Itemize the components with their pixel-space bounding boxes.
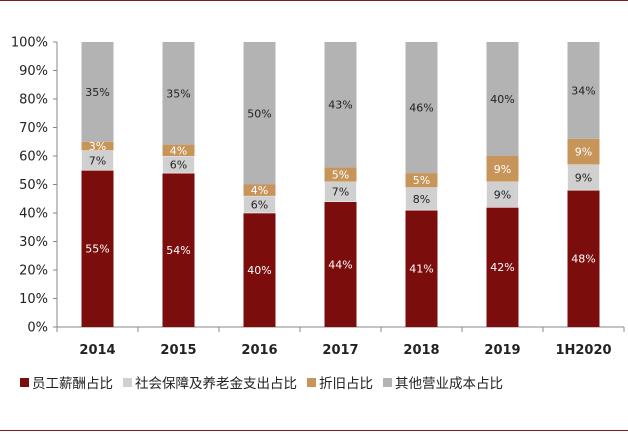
legend-swatch-0 — [20, 377, 29, 387]
bar-segment — [162, 42, 195, 145]
bar-segment — [81, 42, 114, 142]
x-tick-label: 2014 — [79, 343, 115, 358]
bar-segment — [243, 184, 276, 196]
legend-label-0: 员工薪酬占比 — [32, 376, 113, 392]
bar-segment — [243, 213, 276, 327]
data-label: 5% — [332, 169, 349, 182]
data-label: 54% — [166, 244, 190, 257]
legend-swatch-2 — [307, 377, 316, 387]
x-tick-label: 2019 — [484, 343, 520, 358]
data-label: 7% — [89, 154, 106, 167]
y-tick-label: 10% — [19, 292, 48, 307]
bar-segment — [324, 42, 357, 168]
data-label: 43% — [328, 99, 352, 112]
data-label: 35% — [85, 86, 109, 99]
legend-label-1: 社会保障及养老金支出占比 — [135, 376, 297, 392]
bar-segment — [567, 42, 600, 139]
data-label: 40% — [247, 264, 271, 277]
data-label: 40% — [490, 93, 514, 106]
y-tick-label: 40% — [19, 207, 48, 222]
data-label: 5% — [413, 174, 430, 187]
bar-segment — [324, 167, 357, 182]
data-label: 3% — [89, 140, 106, 153]
data-label: 6% — [251, 198, 268, 211]
data-label: 55% — [85, 243, 109, 256]
stacked-bar-chart: 0%10%20%30%40%50%60%70%80%90%100%55%7%3%… — [11, 36, 625, 358]
bar-segment — [486, 42, 519, 156]
bar-segment — [81, 141, 114, 151]
y-tick-label: 80% — [19, 93, 48, 108]
bottom-rule — [0, 430, 628, 431]
y-tick-label: 100% — [11, 36, 48, 51]
data-label: 9% — [575, 171, 592, 184]
bar-segment — [567, 190, 600, 327]
bar-segment — [486, 207, 519, 327]
x-tick-label: 2016 — [241, 343, 277, 358]
y-tick-label: 0% — [27, 321, 48, 336]
legend-item-1: 社会保障及养老金支出占比 — [123, 372, 297, 392]
bar-segment — [162, 173, 195, 327]
data-label: 44% — [328, 258, 352, 271]
bar-segment — [567, 138, 600, 165]
y-tick-label: 20% — [19, 264, 48, 279]
data-label: 46% — [409, 102, 433, 115]
x-tick-label: 2017 — [322, 343, 358, 358]
x-tick-label: 2015 — [160, 343, 196, 358]
legend-label-2: 折旧占比 — [319, 376, 373, 392]
data-label: 9% — [494, 188, 511, 201]
y-tick-label: 50% — [19, 178, 48, 193]
bar-segment — [405, 210, 438, 327]
y-tick-label: 60% — [19, 150, 48, 165]
legend: 员工薪酬占比 社会保障及养老金支出占比 折旧占比 其他营业成本占比 — [20, 372, 620, 392]
bar-segment — [162, 144, 195, 156]
top-rule — [0, 0, 628, 1]
legend-item-0: 员工薪酬占比 — [20, 372, 113, 392]
bar-segment — [243, 42, 276, 185]
y-tick-label: 70% — [19, 121, 48, 136]
bar-segment — [567, 164, 600, 191]
legend-swatch-3 — [383, 377, 392, 387]
data-label: 9% — [494, 163, 511, 176]
data-label: 7% — [332, 186, 349, 199]
bar-segment — [486, 156, 519, 182]
bar-segment — [405, 42, 438, 174]
bar-segment — [324, 201, 357, 327]
legend-item-2: 折旧占比 — [307, 372, 373, 392]
bar-segment — [405, 173, 438, 188]
legend-item-3: 其他营业成本占比 — [383, 372, 503, 392]
data-label: 41% — [409, 263, 433, 276]
y-tick-label: 90% — [19, 64, 48, 79]
x-tick-label: 1H2020 — [555, 343, 611, 358]
data-label: 42% — [490, 261, 514, 274]
data-label: 50% — [247, 107, 271, 120]
legend-swatch-1 — [123, 377, 132, 387]
data-label: 6% — [170, 159, 187, 172]
legend-label-3: 其他营业成本占比 — [395, 376, 503, 392]
bar-segment — [81, 170, 114, 327]
data-label: 4% — [251, 184, 268, 197]
x-tick-label: 2018 — [403, 343, 439, 358]
y-tick-label: 30% — [19, 235, 48, 250]
data-label: 9% — [575, 146, 592, 159]
data-label: 4% — [170, 144, 187, 157]
data-label: 35% — [166, 87, 190, 100]
data-label: 34% — [571, 84, 595, 97]
bar-segment — [486, 181, 519, 208]
data-label: 48% — [571, 253, 595, 266]
data-label: 8% — [413, 193, 430, 206]
